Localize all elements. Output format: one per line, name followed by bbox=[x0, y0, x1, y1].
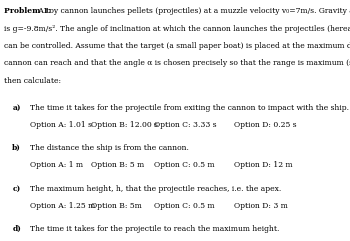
Text: The time it takes for the projectile from exiting the cannon to impact with the : The time it takes for the projectile fro… bbox=[30, 104, 349, 112]
Text: Option B: 12.00 s: Option B: 12.00 s bbox=[91, 121, 158, 129]
Text: can be controlled. Assume that the target (a small paper boat) is placed at the : can be controlled. Assume that the targe… bbox=[4, 42, 350, 50]
Text: Option A: 1.01 s: Option A: 1.01 s bbox=[30, 121, 92, 129]
Text: The maximum height, h, that the projectile reaches, i.e. the apex.: The maximum height, h, that the projecti… bbox=[30, 185, 281, 193]
Text: b): b) bbox=[12, 144, 21, 152]
Text: Option C: 0.5 m: Option C: 0.5 m bbox=[154, 202, 215, 210]
Text: A toy cannon launches pellets (projectiles) at a muzzle velocity v₀=7m/s. Gravit: A toy cannon launches pellets (projectil… bbox=[36, 7, 350, 15]
Text: then calculate:: then calculate: bbox=[4, 77, 61, 85]
Text: Option C: 0.5 m: Option C: 0.5 m bbox=[154, 161, 215, 169]
Text: Option A: 1.25 m: Option A: 1.25 m bbox=[30, 202, 95, 210]
Text: cannon can reach and that the angle α is chosen precisely so that the range is m: cannon can reach and that the angle α is… bbox=[4, 59, 350, 67]
Text: Problem 1:: Problem 1: bbox=[4, 7, 51, 15]
Text: Option C: 3.33 s: Option C: 3.33 s bbox=[154, 121, 217, 129]
Text: c): c) bbox=[12, 185, 21, 193]
Text: Option D: 3 m: Option D: 3 m bbox=[234, 202, 288, 210]
Text: The distance the ship is from the cannon.: The distance the ship is from the cannon… bbox=[30, 144, 189, 152]
Text: Option A: 1 m: Option A: 1 m bbox=[30, 161, 83, 169]
Text: Option D: 12 m: Option D: 12 m bbox=[234, 161, 293, 169]
Text: The time it takes for the projectile to reach the maximum height.: The time it takes for the projectile to … bbox=[30, 225, 279, 233]
Text: Option B: 5m: Option B: 5m bbox=[91, 202, 142, 210]
Text: Option B: 5 m: Option B: 5 m bbox=[91, 161, 144, 169]
Text: d): d) bbox=[12, 225, 21, 233]
Text: Option D: 0.25 s: Option D: 0.25 s bbox=[234, 121, 297, 129]
Text: is g=-9.8m/s². The angle of inclination at which the cannon launches the project: is g=-9.8m/s². The angle of inclination … bbox=[4, 25, 350, 33]
Text: a): a) bbox=[12, 104, 21, 112]
